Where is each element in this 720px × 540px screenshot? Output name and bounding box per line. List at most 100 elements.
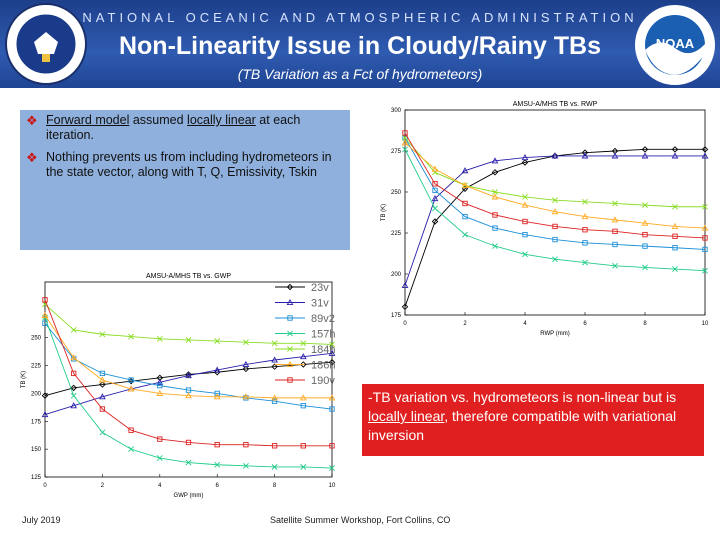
y-tick-label: 250 bbox=[391, 190, 402, 196]
chart-title: AMSU-A/MHS TB vs. GWP bbox=[146, 273, 231, 280]
data-point bbox=[492, 189, 498, 195]
series-190v bbox=[402, 130, 708, 241]
data-point bbox=[213, 393, 221, 400]
bullet-icon: ❖ bbox=[26, 150, 38, 165]
data-point bbox=[581, 152, 589, 159]
data-point bbox=[214, 338, 221, 344]
chart-tb-vs-gwp: AMSU-A/MHS TB vs. GWP GWP (mm) TB (K) 0 2 4 6 8… bbox=[21, 273, 336, 499]
data-point bbox=[701, 224, 709, 231]
data-point bbox=[300, 443, 306, 449]
data-point bbox=[70, 354, 78, 361]
x-tick-label: 10 bbox=[702, 321, 709, 327]
data-point bbox=[42, 297, 48, 303]
data-point bbox=[702, 235, 708, 241]
data-point bbox=[552, 256, 558, 263]
y-tick-label: 150 bbox=[31, 447, 42, 453]
x-tick-label: 6 bbox=[583, 321, 587, 327]
data-point bbox=[431, 165, 439, 172]
data-point bbox=[99, 376, 106, 383]
data-point bbox=[432, 169, 438, 176]
legend-marker bbox=[286, 283, 294, 291]
y-tick-label: 175 bbox=[31, 419, 42, 425]
y-tick-label: 225 bbox=[31, 364, 42, 370]
chart-tb-vs-rwp: AMSU-A/MHS TB vs. RWP RWP (mm) TB (K) 0 2 4 6 8… bbox=[381, 101, 709, 337]
y-tick-label: 250 bbox=[31, 336, 42, 342]
callout-box: -TB variation vs. hydrometeors is non-li… bbox=[362, 384, 704, 456]
legend-marker bbox=[287, 315, 293, 321]
data-point bbox=[702, 267, 708, 274]
data-point bbox=[432, 187, 438, 194]
data-point bbox=[328, 358, 336, 366]
bullet-item: Nothing prevents us from including hydro… bbox=[46, 150, 346, 180]
legend-marker bbox=[286, 298, 294, 306]
data-point bbox=[271, 464, 278, 470]
series-184h bbox=[42, 301, 335, 348]
legend-marker bbox=[287, 377, 293, 383]
data-point bbox=[492, 212, 498, 218]
data-point bbox=[612, 228, 618, 235]
y-tick-label: 200 bbox=[391, 272, 402, 278]
data-point bbox=[701, 152, 709, 159]
data-point bbox=[582, 240, 588, 246]
data-point bbox=[41, 392, 49, 399]
data-point bbox=[432, 205, 438, 212]
data-point bbox=[612, 262, 618, 269]
data-point bbox=[214, 390, 220, 397]
data-point bbox=[271, 340, 278, 347]
series-line bbox=[404, 137, 706, 250]
bullet-item: Forward model assumed locally linear at … bbox=[46, 113, 346, 143]
data-point bbox=[329, 341, 335, 348]
x-axis-label: RWP (mm) bbox=[540, 331, 569, 337]
plot-area bbox=[404, 109, 706, 316]
data-point bbox=[242, 462, 249, 469]
footer-date: July 2019 bbox=[22, 515, 61, 525]
data-point bbox=[328, 394, 336, 401]
data-point bbox=[41, 411, 49, 418]
legend-entry: 23v bbox=[275, 282, 329, 294]
data-point bbox=[70, 402, 78, 409]
series-186h bbox=[41, 311, 336, 401]
callout-text-segment: locally linear bbox=[368, 408, 445, 424]
data-point bbox=[185, 372, 192, 379]
data-point bbox=[521, 154, 529, 161]
series-line bbox=[44, 322, 333, 410]
data-point bbox=[702, 203, 708, 210]
data-point bbox=[551, 152, 559, 160]
data-point bbox=[156, 378, 164, 385]
data-point bbox=[492, 243, 498, 250]
x-tick-label: 0 bbox=[43, 483, 47, 489]
data-point bbox=[185, 439, 192, 446]
data-point bbox=[642, 202, 648, 209]
data-point bbox=[299, 353, 307, 360]
data-point bbox=[431, 195, 439, 202]
data-point bbox=[642, 264, 648, 271]
data-point bbox=[156, 455, 163, 461]
data-point bbox=[611, 152, 619, 159]
data-point bbox=[127, 385, 135, 392]
page-title: Non-Linearity Issue in Cloudy/Rainy TBs bbox=[118, 32, 602, 60]
data-point bbox=[491, 169, 499, 176]
data-point bbox=[99, 429, 106, 436]
legend-label: 190v bbox=[311, 375, 335, 387]
data-point bbox=[157, 382, 163, 389]
callout-text-segment: -TB variation vs. hydrometeors is non-li… bbox=[368, 389, 677, 405]
data-point bbox=[99, 381, 106, 388]
data-point bbox=[701, 146, 709, 153]
data-point bbox=[402, 130, 408, 136]
data-point bbox=[42, 301, 48, 308]
data-point bbox=[491, 157, 499, 164]
data-point bbox=[672, 203, 678, 210]
x-tick-label: 0 bbox=[403, 321, 407, 327]
callout-text-segment: , therefore compatible with variational … bbox=[368, 408, 677, 443]
svg-text:NOAA: NOAA bbox=[656, 36, 695, 51]
legend-entry: 89v2 bbox=[275, 313, 335, 325]
data-point bbox=[156, 335, 163, 342]
data-point bbox=[552, 236, 558, 243]
chart-title: AMSU-A/MHS TB vs. RWP bbox=[513, 101, 598, 108]
data-point bbox=[582, 198, 588, 205]
data-point bbox=[522, 251, 528, 258]
data-point bbox=[271, 398, 278, 404]
data-point bbox=[214, 461, 221, 468]
data-point bbox=[242, 365, 250, 373]
data-point bbox=[612, 241, 618, 248]
